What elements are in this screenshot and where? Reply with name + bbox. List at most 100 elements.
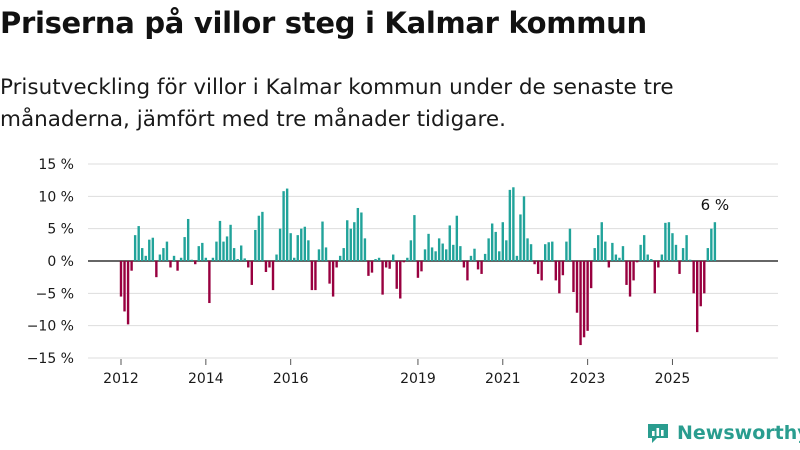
bar <box>335 261 338 268</box>
bar <box>413 215 416 261</box>
bar <box>568 228 572 261</box>
bar <box>459 246 462 261</box>
bar <box>660 254 664 261</box>
bar <box>462 261 466 268</box>
bar <box>508 189 512 261</box>
bar <box>307 240 310 261</box>
bar <box>211 257 215 261</box>
bar <box>466 261 469 281</box>
y-tick-label: −5 % <box>36 286 74 302</box>
bar <box>501 222 504 261</box>
bar <box>126 261 130 325</box>
bar <box>519 214 522 261</box>
bar <box>257 215 261 261</box>
bar <box>688 259 692 261</box>
bar <box>498 251 501 261</box>
bar <box>437 238 441 261</box>
x-tick-label: 2023 <box>570 371 606 387</box>
bar <box>448 225 451 261</box>
bar <box>183 237 186 261</box>
y-tick-label: 5 % <box>47 222 74 238</box>
bar <box>434 251 437 261</box>
bar <box>271 261 275 291</box>
bar <box>703 261 706 294</box>
bar <box>667 222 671 261</box>
bar <box>536 261 540 274</box>
bar <box>430 247 434 261</box>
bar <box>625 261 628 285</box>
bar <box>328 261 331 284</box>
bar <box>515 255 519 261</box>
bar <box>639 244 642 261</box>
bar <box>710 228 713 261</box>
bar <box>247 261 250 268</box>
bar <box>346 220 349 261</box>
bar <box>664 222 667 261</box>
bar <box>505 240 508 261</box>
bar <box>614 254 618 261</box>
bar <box>540 261 543 281</box>
bar <box>289 233 292 261</box>
bar <box>696 261 699 333</box>
bar <box>388 261 391 269</box>
bar <box>321 221 324 261</box>
bar <box>526 238 529 261</box>
bar <box>512 187 515 261</box>
bar <box>384 261 388 268</box>
x-tick-label: 2016 <box>273 371 309 387</box>
bar <box>208 261 211 304</box>
bar <box>144 255 147 261</box>
x-axis-labels: 2012 2014 2016 2019 2021 2023 2025 <box>103 359 690 387</box>
bar <box>243 258 246 261</box>
bar <box>565 241 568 261</box>
bar <box>392 254 395 261</box>
y-tick-label: 15 % <box>38 157 74 173</box>
bar <box>635 261 639 263</box>
bar <box>423 249 427 261</box>
bar <box>194 261 197 265</box>
bar <box>349 228 352 261</box>
bar <box>282 191 285 261</box>
bars <box>119 187 717 346</box>
bar <box>229 224 232 261</box>
bar <box>671 233 674 261</box>
bar <box>402 261 405 263</box>
bar <box>579 261 582 346</box>
bar <box>204 257 208 261</box>
newsworthy-logo: Newsworthy <box>645 418 800 448</box>
bar <box>533 261 536 265</box>
bar <box>589 261 593 289</box>
bar <box>487 238 490 261</box>
bar <box>611 242 614 261</box>
bar <box>296 235 299 261</box>
bar <box>148 239 151 261</box>
bar <box>169 261 172 268</box>
bar <box>480 261 483 274</box>
bar <box>377 257 381 261</box>
bar <box>441 243 444 261</box>
bar <box>586 261 589 331</box>
bar <box>544 244 547 261</box>
bar <box>558 261 561 294</box>
bar <box>628 261 632 297</box>
bar <box>293 257 296 261</box>
bar <box>653 261 656 294</box>
bar <box>356 207 360 261</box>
bar <box>254 229 257 261</box>
bar <box>657 261 660 268</box>
bar <box>268 261 271 268</box>
bar <box>409 240 413 261</box>
bar <box>706 248 710 261</box>
bar <box>650 259 653 261</box>
bar <box>399 261 402 299</box>
bar <box>529 244 533 261</box>
bar <box>176 261 179 271</box>
bar <box>218 220 222 261</box>
bar <box>522 196 526 261</box>
bar <box>427 233 430 261</box>
logo-text: Newsworthy <box>677 422 800 444</box>
bar <box>275 254 278 261</box>
bar <box>490 223 494 261</box>
x-tick-label: 2019 <box>400 371 436 387</box>
bar <box>250 261 253 285</box>
